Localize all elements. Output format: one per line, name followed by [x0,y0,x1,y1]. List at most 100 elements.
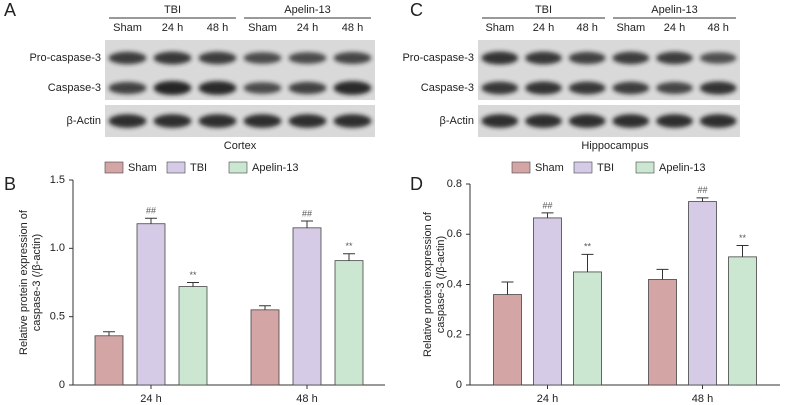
y-axis-label: caspase-3 (/β-actin) [31,234,43,331]
y-tick-label: 0.5 [50,311,65,323]
significance-label: ** [345,241,353,251]
bar [136,223,166,386]
lane-label: 48 h [707,22,728,34]
lane-label: 24 h [162,22,183,34]
panel-label: C [410,0,423,20]
legend-label: TBI [597,162,614,174]
lane-label: 24 h [664,22,685,34]
significance-label: ** [584,242,592,252]
y-tick-label: 1.0 [50,242,65,254]
significance-label: ## [146,206,156,216]
blot-band [568,81,606,95]
significance-label: ** [739,233,747,243]
bar [334,260,364,386]
error-bar [343,253,355,261]
error-bar [696,197,709,202]
legend-label: Sham [128,162,157,174]
row-label: Caspase-3 [421,82,474,94]
blot-band [656,82,693,94]
group-label: TBI [535,4,552,16]
legend-swatch [166,161,186,174]
lane-label: 24 h [533,22,554,34]
blot-caption: Cortex [224,140,257,152]
blot-band [568,114,606,128]
bar [178,286,208,386]
error-bar [145,217,157,224]
legend-label: Apelin-13 [659,162,705,174]
bar [688,201,717,386]
y-tick-label: 0.6 [447,228,462,240]
blot-band [568,51,606,65]
significance-label: ## [697,185,707,195]
blot-band [333,81,372,95]
blot-band [612,51,650,65]
y-tick-label: 0.8 [447,178,462,190]
lane-label: 24 h [297,22,318,34]
blot-band [108,114,147,128]
lane-label: 48 h [342,22,363,34]
group-label: Apelin-13 [284,4,330,16]
blot-band [612,114,650,128]
y-tick-label: 0 [456,379,462,391]
lane-label: 48 h [207,22,228,34]
bar [648,279,677,386]
blot-band [525,51,562,65]
blot-strip [478,105,740,137]
blot-band [525,81,562,95]
significance-label: ## [302,208,312,218]
y-axis-label: Relative protein expression of [18,209,30,355]
blot-band [243,114,282,128]
legend-label: TBI [190,162,207,174]
blot-band [243,82,282,94]
error-bar [541,212,554,218]
blot-band [656,51,693,65]
y-tick-label: 0 [59,379,65,391]
bar [728,256,757,386]
bar [573,271,602,386]
error-bar [581,253,594,272]
error-bar [736,245,749,257]
row-label: Caspase-3 [48,82,101,94]
lane-label: 48 h [576,22,597,34]
bar [292,227,322,386]
legend-label: Sham [535,162,564,174]
panel-label: B [4,174,16,194]
legend-label: Apelin-13 [252,162,298,174]
y-tick-label: 1.5 [50,174,65,186]
blot-band [612,81,650,95]
blot-strip [105,40,375,100]
legend-swatch [104,161,124,174]
bar [533,217,562,386]
blot-band [481,114,519,128]
blot-band [108,51,147,65]
bar [493,294,522,386]
error-bar [656,268,669,280]
blot-strip [478,40,740,100]
blot-band [198,114,237,128]
blot-band [699,81,737,95]
row-label: Pro-caspase-3 [29,52,101,64]
significance-label: ## [542,200,552,210]
error-bar [187,282,199,287]
legend-swatch [635,161,655,174]
bar [250,309,280,386]
blot-band [198,81,237,95]
blot-band [525,114,562,128]
blot-band [656,114,693,128]
blot-band [481,81,519,95]
bar [94,335,124,386]
blot-band [108,81,147,95]
y-axis-label: Relative protein expression of [422,211,434,357]
error-bar [501,281,514,295]
x-tick-label: 48 h [692,393,713,405]
group-label: Apelin-13 [651,4,697,16]
blot-band [153,114,192,128]
lane-label: Sham [113,22,142,34]
x-tick-label: 24 h [537,393,558,405]
y-tick-label: 0.4 [447,278,462,290]
blot-band [333,52,372,64]
lane-label: Sham [248,22,277,34]
legend-swatch [573,161,593,174]
group-label: TBI [164,4,181,16]
